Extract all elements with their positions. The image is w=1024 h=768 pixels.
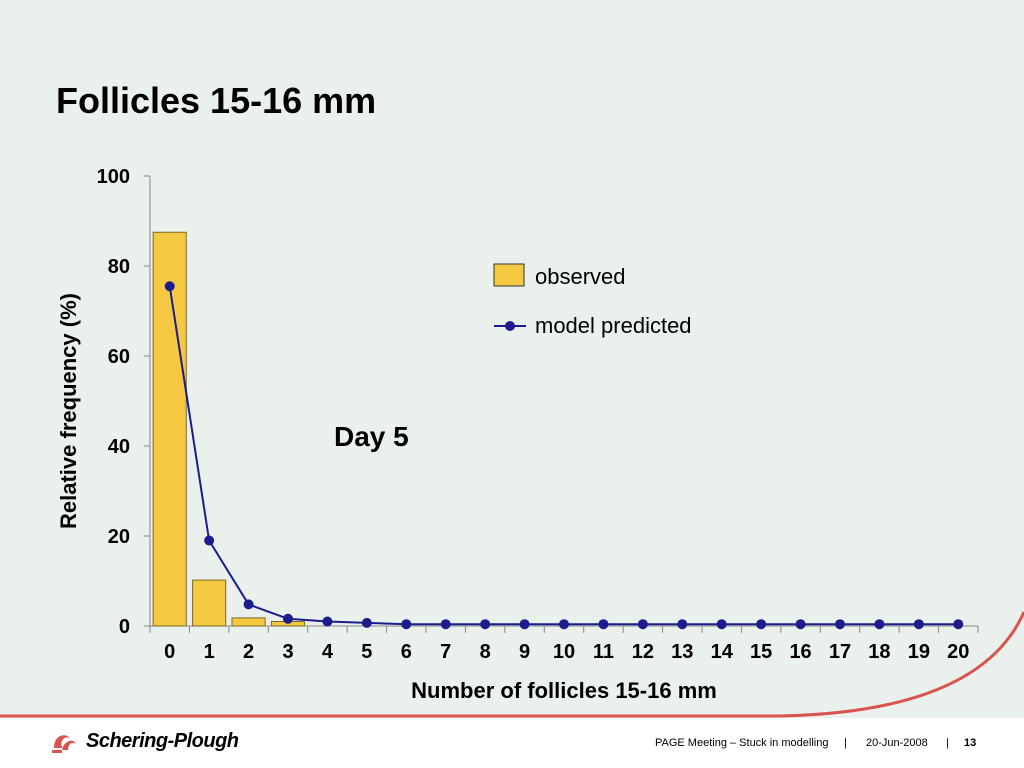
x-tick-label: 18 <box>868 641 890 663</box>
legend-marker-model-predicted <box>505 321 515 331</box>
point-model-predicted <box>243 599 254 610</box>
point-model-predicted <box>322 616 333 627</box>
x-axis-label: Number of follicles 15-16 mm <box>411 678 717 703</box>
x-tick-label: 0 <box>164 641 175 663</box>
point-model-predicted <box>519 619 530 630</box>
x-tick-label: 11 <box>593 641 614 663</box>
point-model-predicted <box>204 535 215 546</box>
brand-name: Schering-Plough <box>86 729 239 752</box>
footer-panel <box>0 718 1024 768</box>
point-model-predicted <box>637 619 648 630</box>
footer-date: 20-Jun-2008 <box>866 737 928 749</box>
x-tick-label: 2 <box>243 641 254 663</box>
x-tick-label: 8 <box>480 641 491 663</box>
x-tick-label: 12 <box>632 641 654 663</box>
x-tick-label: 5 <box>361 641 372 663</box>
point-model-predicted <box>677 619 688 630</box>
y-tick-label: 80 <box>108 256 130 278</box>
x-tick-label: 19 <box>908 641 930 663</box>
x-tick-label: 17 <box>829 641 851 663</box>
y-tick-label: 60 <box>108 346 130 368</box>
bar-observed <box>231 617 266 627</box>
x-tick-label: 15 <box>750 641 772 663</box>
point-model-predicted <box>874 619 885 630</box>
x-tick-label: 7 <box>440 641 451 663</box>
x-tick-label: 14 <box>711 641 734 663</box>
footer-meeting: PAGE Meeting – Stuck in modelling <box>655 737 829 749</box>
y-axis-label: Relative frequency (%) <box>56 293 81 529</box>
x-tick-label: 3 <box>282 641 293 663</box>
x-tick-label: 10 <box>553 641 575 663</box>
legend-label-observed: observed <box>535 264 626 289</box>
point-model-predicted <box>401 619 412 630</box>
point-model-predicted <box>440 619 451 630</box>
point-model-predicted <box>716 619 727 630</box>
legend-swatch-observed <box>493 263 525 287</box>
accent-curve <box>0 611 1024 718</box>
point-model-predicted <box>795 619 806 630</box>
point-model-predicted <box>480 619 491 630</box>
schering-plough-icon <box>52 735 76 753</box>
point-model-predicted <box>835 619 845 630</box>
x-tick-label: 6 <box>401 641 412 663</box>
y-tick-label: 40 <box>108 436 130 458</box>
point-model-predicted <box>361 617 372 628</box>
bar-observed <box>192 579 227 627</box>
point-model-predicted <box>559 619 569 630</box>
footer-separator: | <box>946 737 949 749</box>
x-tick-label: 20 <box>947 641 969 663</box>
x-tick-label: 4 <box>322 641 334 663</box>
annotation-day: Day 5 <box>334 421 409 452</box>
y-tick-label: 100 <box>97 166 130 188</box>
point-model-predicted <box>756 619 767 630</box>
point-model-predicted <box>598 619 609 630</box>
legend-label-model-predicted: model predicted <box>535 313 692 338</box>
slide-title: Follicles 15-16 mm <box>56 80 377 121</box>
footer-page-number: 13 <box>964 737 977 749</box>
x-tick-label: 9 <box>519 641 530 663</box>
y-tick-label: 20 <box>108 526 130 548</box>
point-model-predicted <box>913 619 924 630</box>
y-tick-label: 0 <box>119 616 130 638</box>
point-model-predicted <box>953 619 964 630</box>
x-tick-label: 16 <box>789 641 811 663</box>
bar-observed <box>152 231 187 627</box>
point-model-predicted <box>164 281 175 292</box>
x-tick-label: 1 <box>204 641 215 663</box>
brand-logo: Schering-Plough <box>50 728 239 754</box>
point-model-predicted <box>283 613 293 624</box>
footer-separator: | <box>844 737 847 749</box>
x-tick-label: 13 <box>671 641 693 663</box>
